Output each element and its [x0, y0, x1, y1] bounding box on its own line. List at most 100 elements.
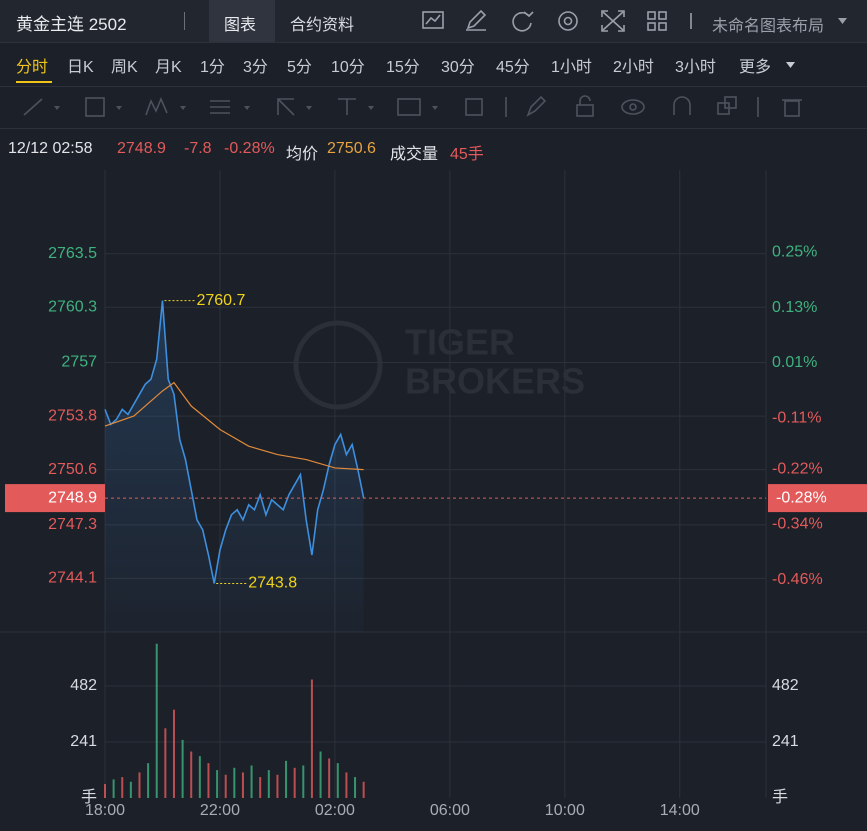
volume-bar	[155, 643, 158, 798]
x-tick-label: 18:00	[85, 802, 125, 819]
y-tick-label: 2750.6	[48, 461, 97, 478]
average-line	[104, 381, 364, 471]
volume-tick-label: 241	[70, 733, 97, 750]
period[interactable]: 3小时	[675, 59, 716, 76]
tab[interactable]: 合约资料	[290, 17, 355, 34]
volume-bar	[241, 772, 244, 798]
period[interactable]: 1分	[200, 59, 225, 76]
y2-tick-label: -0.46%	[772, 571, 823, 588]
toolbar-icons	[23, 95, 802, 117]
y-tick-label: 2753.8	[48, 407, 97, 424]
draw-icon[interactable]	[466, 9, 487, 31]
price-line	[104, 300, 365, 584]
volume-bar	[129, 781, 132, 798]
period[interactable]: 月K	[155, 59, 182, 76]
volume-bar	[172, 709, 175, 798]
tab[interactable]: 图表	[224, 17, 257, 34]
y-tick-label: 2747.3	[48, 516, 97, 533]
layout-icon[interactable]	[647, 11, 667, 31]
y-tick-label: 2744.1	[48, 570, 97, 587]
volume-bar	[138, 772, 141, 798]
period[interactable]: 周K	[111, 59, 138, 76]
period-underline	[16, 81, 52, 83]
period[interactable]: 5分	[287, 59, 312, 76]
watermark: BROKERS	[405, 361, 585, 402]
period[interactable]: 1小时	[551, 59, 592, 76]
volume-bar	[267, 770, 270, 798]
volume-bar	[328, 758, 331, 798]
x-tick-label: 22:00	[200, 802, 240, 819]
volume-bar	[285, 760, 288, 798]
x-tick-label: 14:00	[660, 802, 700, 819]
period[interactable]: 45分	[496, 59, 530, 76]
avg-label: 均价	[286, 146, 319, 163]
drawing-toolbar	[0, 87, 867, 129]
period[interactable]: 10分	[331, 59, 365, 76]
volume-bar	[198, 756, 201, 798]
period[interactable]: 30分	[441, 59, 475, 76]
volume-label: 成交量	[390, 146, 439, 163]
y-tick-label: 2757	[61, 354, 97, 371]
min-annotation: 2743.8	[248, 575, 297, 592]
y2-tick-label: 0.25%	[772, 243, 817, 260]
volume-tick-label: 241	[772, 733, 799, 750]
header: 黄金主连 2502 图表 合约资料 未命名图表布局	[0, 0, 867, 43]
y2-tick-label: 0.01%	[772, 354, 817, 371]
indicator-icon[interactable]	[422, 11, 444, 29]
y2-tick-label: -0.11%	[772, 410, 822, 427]
dropdown-arrow	[838, 18, 847, 24]
fullscreen-icon[interactable]	[601, 10, 625, 32]
volume-bar	[250, 765, 253, 798]
x-tick-label: 02:00	[315, 802, 355, 819]
max-annotation: 2760.7	[196, 292, 245, 309]
last-price-label: 2748.9	[48, 489, 97, 506]
volume-bar	[259, 777, 262, 798]
x-tick-label: 06:00	[430, 802, 470, 819]
time: 12/12 02:58	[8, 140, 93, 157]
y2-tick-label: -0.34%	[772, 516, 823, 533]
tab-active-bg	[209, 0, 275, 42]
volume-bar	[147, 763, 150, 798]
header-icons	[422, 9, 692, 32]
volume-bar	[112, 779, 115, 798]
volume-bar	[354, 777, 357, 798]
volume-bar	[293, 767, 296, 798]
period[interactable]: 3分	[243, 59, 268, 76]
last-price-box	[5, 484, 105, 513]
change-pct: -0.28%	[224, 140, 275, 157]
volume-bar	[164, 728, 167, 798]
price: 2748.9	[117, 140, 166, 157]
volume-bar	[362, 781, 365, 798]
y2-tick-label: -0.22%	[772, 460, 823, 477]
refresh-icon[interactable]	[512, 11, 534, 32]
volume-bar	[121, 777, 124, 798]
period[interactable]: 分时	[16, 59, 49, 76]
volume-bar	[207, 763, 210, 798]
volume: 45手	[450, 146, 484, 163]
volume-bar	[233, 767, 236, 798]
volume-unit: 手	[772, 788, 788, 806]
volume-bar	[302, 765, 305, 798]
info-bar: 12/12 02:58 2748.9 -7.8 -0.28% 均价 2750.6…	[0, 129, 867, 167]
change: -7.8	[184, 140, 212, 157]
layout-name[interactable]: 未命名图表布局	[712, 18, 825, 35]
volume-bar	[104, 784, 106, 798]
x-tick-label: 10:00	[545, 802, 585, 819]
price-area	[105, 300, 364, 632]
settings-icon[interactable]	[558, 11, 578, 31]
period[interactable]: 15分	[386, 59, 420, 76]
period[interactable]: 日K	[67, 59, 94, 76]
period[interactable]: 2小时	[613, 59, 654, 76]
y-tick-label: 2763.5	[48, 245, 97, 262]
volume-bar	[276, 774, 279, 798]
volume-bar	[224, 774, 227, 798]
y2-tick-label: 0.13%	[772, 299, 817, 316]
volume-unit: 手	[81, 788, 97, 806]
period[interactable]: 更多	[739, 59, 772, 76]
y-tick-label: 2760.3	[48, 298, 97, 315]
volume-bar	[310, 679, 313, 798]
volume-tick-label: 482	[772, 677, 799, 694]
volume-bar	[319, 751, 322, 798]
